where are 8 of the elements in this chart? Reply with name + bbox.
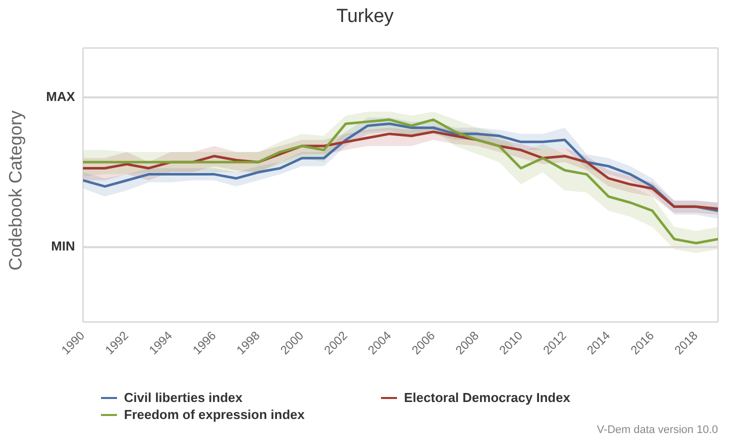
chart-title: Turkey	[335, 6, 395, 28]
y-axis-title: Codebook Category	[6, 110, 26, 271]
legend-label: Electoral Democracy Index	[404, 390, 570, 405]
ref-line-label: MIN	[51, 238, 75, 254]
ref-line-label: MAX	[46, 88, 76, 104]
legend-label: Freedom of expression index	[124, 407, 305, 422]
text: V-Dem data version 10.0	[596, 424, 718, 436]
legend-label: Civil liberties index	[124, 390, 242, 405]
